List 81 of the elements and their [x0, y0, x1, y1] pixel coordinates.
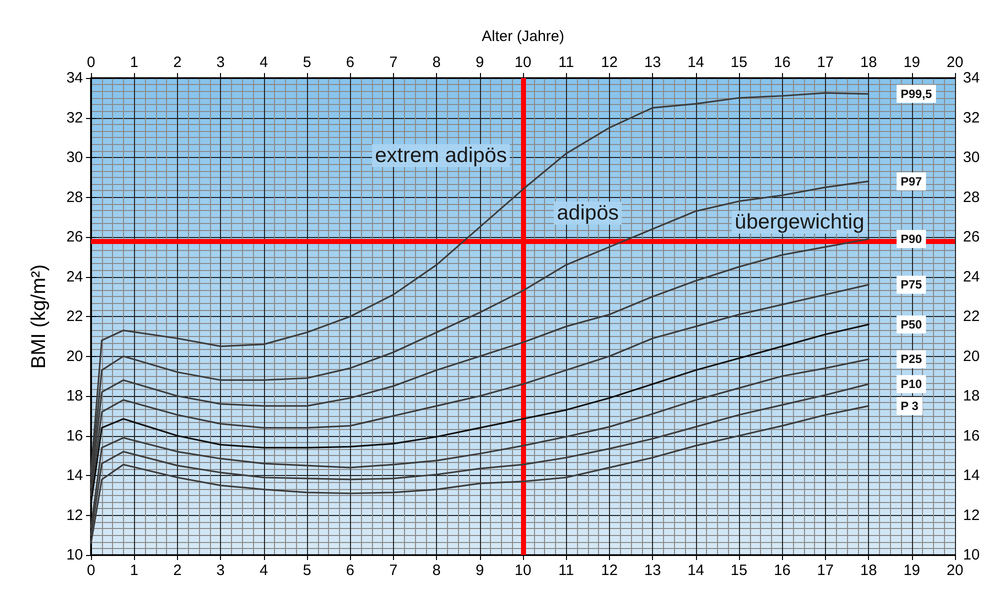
- y2-tick-label: 18: [963, 388, 980, 404]
- y2-tick-label: 34: [963, 70, 980, 86]
- y2-tick-label: 10: [963, 546, 980, 564]
- x2-axis-title: Alter (Jahre): [482, 28, 564, 45]
- text: P90: [900, 232, 922, 246]
- x2-tick-label: 18: [860, 54, 877, 71]
- x2-tick-label: 1: [130, 54, 138, 71]
- y-tick-label: 14: [66, 467, 83, 484]
- text: P25: [900, 352, 922, 366]
- x-tick-label: 2: [173, 562, 182, 579]
- x-tick-label: 4: [260, 562, 268, 579]
- x2-tick-label: 12: [601, 54, 618, 71]
- x2-tick-label: 19: [903, 54, 920, 71]
- x-tick-label: 19: [903, 562, 920, 579]
- x2-tick-label: 20: [946, 54, 964, 71]
- x2-tick-label: 8: [432, 54, 441, 71]
- y2-tick-label: 32: [963, 109, 980, 126]
- x-tick-label: 1: [130, 562, 138, 579]
- x-tick-label: 16: [774, 562, 791, 579]
- x-tick-label: 3: [216, 562, 225, 579]
- annotation: übergewichtig: [734, 210, 864, 234]
- y2-tick-label: 16: [963, 427, 980, 444]
- y-tick-label: 28: [66, 188, 83, 206]
- x-tick-label: 12: [601, 562, 618, 579]
- y2-tick-label: 14: [963, 467, 980, 484]
- x-tick-label: 13: [644, 562, 661, 579]
- x2-tick-label: 3: [216, 54, 225, 71]
- x2-tick-label: 14: [687, 54, 704, 71]
- y2-tick-label: 28: [963, 188, 980, 206]
- x2-tick-label: 17: [817, 54, 834, 71]
- x2-tick-label: 10: [514, 54, 532, 71]
- y2-tick-label: 20: [963, 348, 980, 365]
- y2-tick-label: 22: [963, 308, 980, 325]
- x2-tick-label: 6: [346, 54, 354, 71]
- x-tick-label: 8: [432, 562, 441, 579]
- y-tick-label: 12: [66, 506, 83, 524]
- text: P75: [900, 278, 922, 292]
- text: P99,5: [900, 86, 932, 101]
- text: P10: [900, 377, 922, 392]
- x-tick-label: 9: [476, 562, 484, 579]
- x-tick-label: 6: [346, 562, 354, 579]
- x2-tick-label: 9: [476, 54, 484, 71]
- y2-tick-label: 30: [963, 149, 980, 166]
- y-axis-title: BMI (kg/m²): [28, 264, 50, 369]
- x2-tick-label: 5: [302, 54, 312, 71]
- y-tick-label: 10: [66, 546, 83, 564]
- x-tick-label: 17: [817, 562, 834, 579]
- x-tick-label: 7: [389, 562, 398, 579]
- text: P 3: [900, 398, 919, 413]
- annotation: extrem adipös: [374, 144, 507, 168]
- y-tick-label: 32: [66, 109, 83, 126]
- x2-tick-label: 16: [774, 54, 791, 71]
- x-tick-label: 11: [558, 562, 574, 579]
- y-tick-label: 20: [66, 348, 83, 365]
- x-tick-label: 10: [514, 562, 532, 579]
- y2-tick-label: 12: [963, 506, 980, 524]
- x-tick-label: 0: [86, 562, 96, 579]
- x2-tick-label: 11: [558, 54, 574, 71]
- x-tick-label: 5: [302, 562, 312, 579]
- x2-tick-label: 7: [389, 54, 398, 71]
- x-tick-label: 14: [687, 562, 704, 579]
- y-tick-label: 30: [66, 149, 83, 166]
- text: P50: [900, 317, 922, 332]
- y-tick-label: 34: [66, 70, 83, 86]
- x-tick-label: 20: [946, 562, 964, 579]
- text: P97: [900, 174, 922, 188]
- x-tick-label: 18: [860, 562, 877, 579]
- x2-tick-label: 2: [173, 54, 182, 71]
- x2-tick-label: 13: [644, 54, 661, 71]
- y2-tick-label: 26: [963, 228, 980, 246]
- y-tick-label: 18: [66, 388, 83, 404]
- y-tick-label: 16: [66, 427, 83, 444]
- x2-tick-label: 4: [260, 54, 268, 71]
- y-tick-label: 24: [66, 268, 83, 286]
- x2-tick-label: 0: [86, 54, 96, 71]
- y-tick-label: 26: [66, 228, 83, 246]
- annotation: adipös: [556, 202, 619, 225]
- y2-tick-label: 24: [963, 268, 980, 286]
- x-tick-label: 15: [730, 562, 748, 579]
- y-tick-label: 22: [66, 308, 83, 325]
- x2-tick-label: 15: [730, 54, 748, 71]
